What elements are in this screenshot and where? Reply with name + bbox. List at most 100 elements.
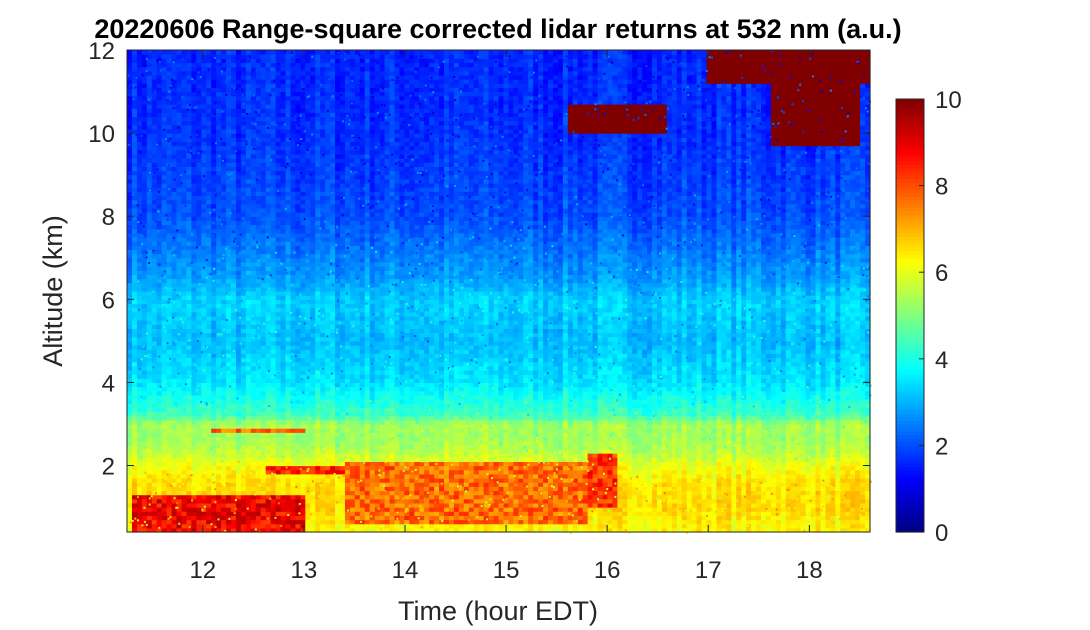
- heatmap-cell: [281, 249, 287, 254]
- heatmap-cell: [246, 495, 252, 500]
- heatmap-cell: [290, 108, 296, 113]
- heatmap-cell: [147, 299, 153, 304]
- heatmap-cell: [216, 382, 222, 387]
- heatmap-cell: [162, 520, 168, 525]
- heatmap-cell: [286, 399, 292, 404]
- heatmap-cell: [172, 308, 178, 313]
- heatmap-cell: [226, 308, 232, 313]
- heatmap-cell: [310, 378, 316, 383]
- heatmap-cell: [266, 154, 272, 159]
- heatmap-cell: [196, 216, 202, 221]
- heatmap-cell: [191, 520, 197, 525]
- heatmap-cell: [191, 162, 197, 167]
- heatmap-cell: [167, 416, 173, 421]
- heatmap-cell: [261, 216, 267, 221]
- heatmap-cell: [216, 100, 222, 105]
- heatmap-cell: [305, 324, 311, 329]
- heatmap-cell: [216, 112, 222, 117]
- heatmap-cell: [137, 507, 143, 512]
- heatmap-cell: [137, 258, 143, 263]
- heatmap-cell: [231, 328, 237, 333]
- heatmap-cell: [147, 461, 153, 466]
- heatmap-cell: [290, 308, 296, 313]
- heatmap-cell: [211, 225, 217, 230]
- heatmap-cell: [186, 270, 192, 275]
- heatmap-cell: [295, 129, 301, 134]
- heatmap-cell: [191, 171, 197, 176]
- heatmap-cell: [177, 303, 183, 308]
- heatmap-cell: [191, 441, 197, 446]
- heatmap-cell: [335, 395, 341, 400]
- heatmap-cell: [271, 216, 277, 221]
- heatmap-cell: [330, 511, 336, 516]
- heatmap-cell: [147, 428, 153, 433]
- heatmap-cell: [191, 382, 197, 387]
- heatmap-cell: [295, 171, 301, 176]
- heatmap-cell: [241, 478, 247, 483]
- heatmap-cell: [132, 141, 138, 146]
- heatmap-cell: [177, 75, 183, 80]
- heatmap-cell: [152, 200, 158, 205]
- heatmap-cell: [261, 258, 267, 263]
- heatmap-cell: [286, 104, 292, 109]
- heatmap-cell: [137, 312, 143, 317]
- heatmap-cell: [286, 503, 292, 508]
- heatmap-cell: [266, 395, 272, 400]
- heatmap-cell: [236, 436, 242, 441]
- heatmap-cell: [276, 274, 282, 279]
- heatmap-cell: [231, 312, 237, 317]
- heatmap-cell: [290, 141, 296, 146]
- heatmap-cell: [300, 258, 306, 263]
- heatmap-cell: [147, 225, 153, 230]
- heatmap-cell: [177, 54, 183, 59]
- heatmap-cell: [241, 499, 247, 504]
- heatmap-cell: [315, 420, 321, 425]
- heatmap-cell: [172, 466, 178, 471]
- heatmap-cell: [310, 291, 316, 296]
- heatmap-cell: [320, 166, 326, 171]
- heatmap-cell: [330, 416, 336, 421]
- heatmap-cell: [206, 453, 212, 458]
- heatmap-cell: [310, 482, 316, 487]
- heatmap-cell: [305, 283, 311, 288]
- heatmap-cell: [221, 175, 227, 180]
- heatmap-cell: [226, 262, 232, 267]
- heatmap-cell: [286, 237, 292, 242]
- heatmap-cell: [216, 274, 222, 279]
- heatmap-cell: [261, 50, 267, 55]
- heatmap-cell: [330, 295, 336, 300]
- heatmap-cell: [315, 449, 321, 454]
- heatmap-cell: [191, 229, 197, 234]
- heatmap-cell: [286, 200, 292, 205]
- heatmap-cell: [281, 54, 287, 59]
- heatmap-cell: [335, 229, 341, 234]
- heatmap-cell: [281, 87, 287, 92]
- heatmap-cell: [196, 490, 202, 495]
- heatmap-cell: [172, 270, 178, 275]
- heatmap-cell: [310, 503, 316, 508]
- heatmap-cell: [320, 150, 326, 155]
- heatmap-cell: [127, 254, 133, 259]
- heatmap-cell: [172, 116, 178, 121]
- heatmap-cell: [305, 229, 311, 234]
- heatmap-cell: [305, 75, 311, 80]
- heatmap-cell: [201, 353, 207, 358]
- heatmap-cell: [152, 212, 158, 217]
- heatmap-cell: [266, 461, 272, 466]
- heatmap-cell: [335, 79, 341, 84]
- heatmap-cell: [305, 50, 311, 55]
- heatmap-cell: [157, 511, 163, 516]
- heatmap-cell: [335, 416, 341, 421]
- heatmap-cell: [286, 71, 292, 76]
- heatmap-cell: [196, 96, 202, 101]
- heatmap-cell: [300, 179, 306, 184]
- heatmap-cell: [315, 436, 321, 441]
- heatmap-cell: [231, 466, 237, 471]
- heatmap-cell: [300, 204, 306, 209]
- heatmap-cell: [206, 121, 212, 126]
- heatmap-cell: [266, 183, 272, 188]
- heatmap-cell: [251, 58, 257, 63]
- heatmap-cell: [216, 96, 222, 101]
- heatmap-cell: [162, 490, 168, 495]
- heatmap-cell: [142, 179, 148, 184]
